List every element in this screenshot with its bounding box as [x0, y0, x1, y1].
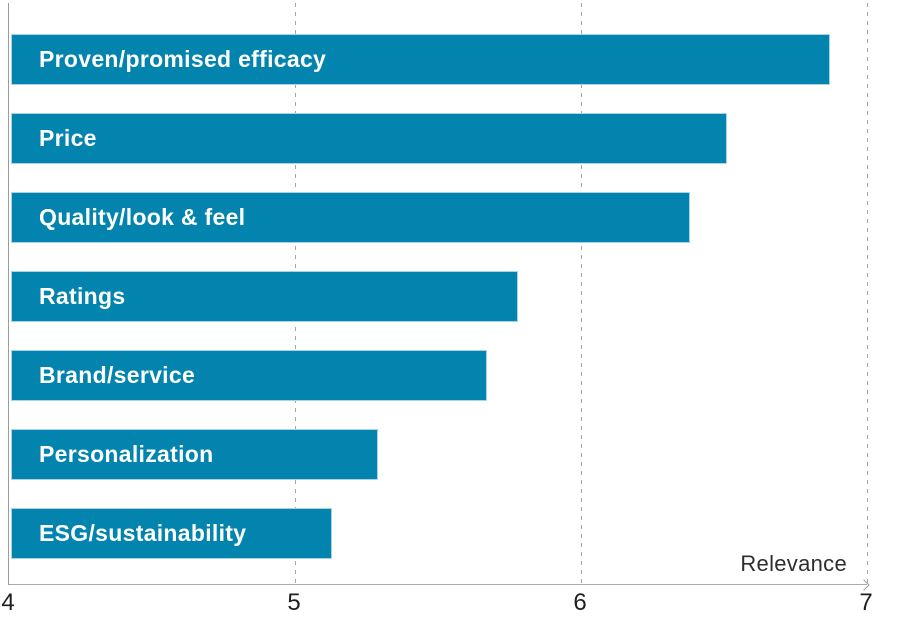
bar-label: Brand/service	[39, 362, 196, 388]
bar-label: Proven/promised efficacy	[39, 46, 327, 72]
x-tick-label: 5	[287, 589, 301, 616]
bar-label: Quality/look & feel	[39, 204, 246, 230]
bar: Price	[11, 113, 727, 164]
x-axis-title: Relevance	[740, 551, 847, 576]
x-tick-label: 6	[573, 589, 587, 616]
plot-area: Proven/promised efficacy Price Quality/loo…	[8, 3, 870, 591]
bar-label: Ratings	[39, 283, 126, 309]
bar: Ratings	[11, 271, 519, 322]
bar: Brand/service	[11, 350, 487, 401]
gridline	[866, 3, 868, 584]
bar: Personalization	[11, 429, 378, 480]
x-axis-line	[9, 578, 870, 591]
bar: Proven/promised efficacy	[11, 34, 830, 85]
bar-label: Personalization	[39, 441, 214, 467]
gridline	[580, 3, 582, 584]
x-tick-label: 4	[1, 589, 15, 616]
bar: Quality/look & feel	[11, 192, 690, 243]
bar-label: Price	[39, 125, 97, 151]
bar-label: ESG/sustainability	[39, 520, 247, 546]
bar: ESG/sustainability	[11, 508, 333, 559]
x-tick-label: 7	[859, 589, 873, 616]
